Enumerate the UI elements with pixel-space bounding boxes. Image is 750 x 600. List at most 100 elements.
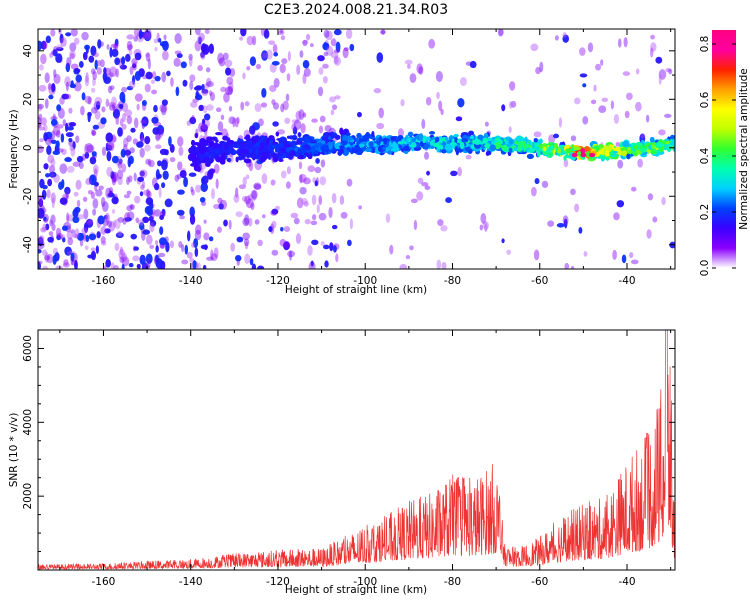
spectrogram-cell — [82, 196, 88, 202]
spectrogram-cell — [647, 193, 654, 201]
snr-x-axis-label: Height of straight line (km) — [285, 584, 427, 596]
spectrogram-cell — [661, 197, 666, 206]
spectrogram-cell — [329, 96, 336, 103]
spectrogram-cell — [72, 141, 76, 150]
spectrogram-cell — [213, 163, 220, 174]
spectrogram-cell — [219, 199, 228, 210]
spectrogram-peak-cell — [571, 152, 578, 158]
spectrogram-cell — [228, 219, 232, 230]
spectrogram-cell — [146, 188, 150, 199]
spectrogram-cell — [648, 144, 653, 151]
spectrogram-cell — [278, 30, 285, 35]
spectrogram-cell — [177, 189, 185, 195]
spectrogram-cell — [303, 200, 309, 207]
spectrogram-cell — [121, 56, 126, 65]
spectrogram-cell — [65, 32, 72, 37]
spectrogram-cell — [399, 264, 408, 269]
snr-y-tick-label: 4000 — [22, 409, 34, 436]
spectrogram-cell — [66, 56, 72, 67]
spectrogram-cell — [45, 223, 50, 231]
snr-x-tick-label: -60 — [531, 576, 548, 588]
spectrogram-cell — [218, 57, 226, 67]
spectrogram-cell — [339, 127, 344, 135]
spectrogram-cell — [615, 141, 621, 147]
spectrogram-cell — [69, 50, 76, 60]
spectrogram-cell — [201, 118, 206, 126]
spectrogram-cell — [392, 141, 397, 149]
spectrogram-cell — [139, 191, 144, 197]
spectrogram-cell — [272, 102, 280, 110]
spectrogram-cell — [111, 103, 115, 110]
spectrogram-cell — [124, 109, 133, 118]
colorbar-ticks: 0.0 0.2 0.4 0.6 0.8 — [699, 36, 736, 276]
spectrogram-cell — [438, 100, 443, 112]
spectrogram-cell — [501, 144, 508, 152]
spectrogram-cell — [222, 135, 229, 141]
spectrogram-cell — [645, 114, 650, 123]
spectrogram-cell — [325, 30, 333, 41]
spectrogram-cell — [510, 100, 517, 108]
spectrogram-cell — [114, 57, 121, 66]
spectrogram-cell — [89, 174, 97, 186]
spectrogram-cell — [106, 214, 110, 226]
spectrogram-cell — [189, 74, 196, 83]
spectrogram-cell — [469, 135, 475, 140]
spectrogram-cell — [311, 214, 317, 221]
spectrogram-cell — [205, 159, 213, 165]
spectrogram-cell — [111, 173, 117, 183]
spectrogram-cell — [147, 158, 152, 167]
spectrogram-cell — [120, 148, 126, 158]
spectrogram-cell — [143, 30, 152, 42]
spectrogram-cell — [323, 41, 327, 50]
spectrogram-cell — [322, 63, 329, 69]
spectrogram-cell — [151, 71, 157, 79]
spectrogram-cell — [334, 142, 341, 150]
spectrogram-cell — [314, 166, 322, 174]
spectrogram-cell — [203, 113, 211, 121]
spectrogram-cell — [47, 154, 55, 164]
spectrogram-cell — [272, 43, 278, 54]
spectrogram-cell — [162, 50, 169, 61]
spectrogram-cell — [113, 265, 119, 269]
spectrogram-cell — [464, 145, 471, 152]
spectrogram-cell — [131, 58, 138, 66]
spectrogram-cell — [84, 95, 92, 104]
spectrogram-cell — [291, 119, 299, 124]
spectrogram-cell — [109, 72, 114, 78]
spectrogram-cell — [224, 142, 230, 149]
spectrogram-cell — [482, 220, 489, 230]
spectrogram-cell — [274, 205, 280, 211]
spectrogram-cell — [622, 71, 631, 76]
spectrogram-cell — [563, 155, 567, 161]
spectrogram-cell — [88, 219, 94, 224]
spectrogram-cell — [299, 186, 307, 195]
spectrogram-cell — [70, 252, 75, 262]
spectrogram-cell — [280, 170, 287, 179]
spectrogram-cell — [650, 42, 657, 52]
spectrogram-cell — [291, 134, 298, 141]
spectrogram-cell — [620, 147, 627, 151]
spectrogram-cell — [547, 220, 555, 227]
spectrogram-cell — [650, 148, 654, 155]
spectrogram-cell — [92, 164, 99, 175]
spectrogram-cell — [104, 228, 111, 234]
spectrogram-cell — [161, 208, 166, 217]
spectrogram-cell — [189, 206, 195, 218]
spectrogram-cell — [159, 103, 168, 113]
spectrogram-cell — [109, 47, 113, 58]
spectrogram-cell — [125, 53, 131, 62]
spectrogram-cell — [90, 191, 95, 200]
spectrogram-cell — [233, 193, 240, 203]
spectrogram-cell — [304, 218, 311, 225]
spectrogram-cell — [277, 150, 284, 157]
spectrogram-cell — [587, 42, 594, 53]
spectrogram-cell — [124, 217, 132, 222]
spectrogram-cell — [90, 106, 98, 114]
spectrogram-cell — [176, 209, 185, 216]
spectrogram-cell — [159, 214, 164, 221]
spectrogram-x-ticks: -160 -140 -120 -100 -80 -60 -40 — [59, 29, 672, 287]
spectrogram-cell — [117, 176, 123, 186]
spectrogram-cell — [126, 85, 134, 91]
spectrogram-cell — [335, 253, 339, 263]
spectrogram-cell — [55, 265, 63, 269]
